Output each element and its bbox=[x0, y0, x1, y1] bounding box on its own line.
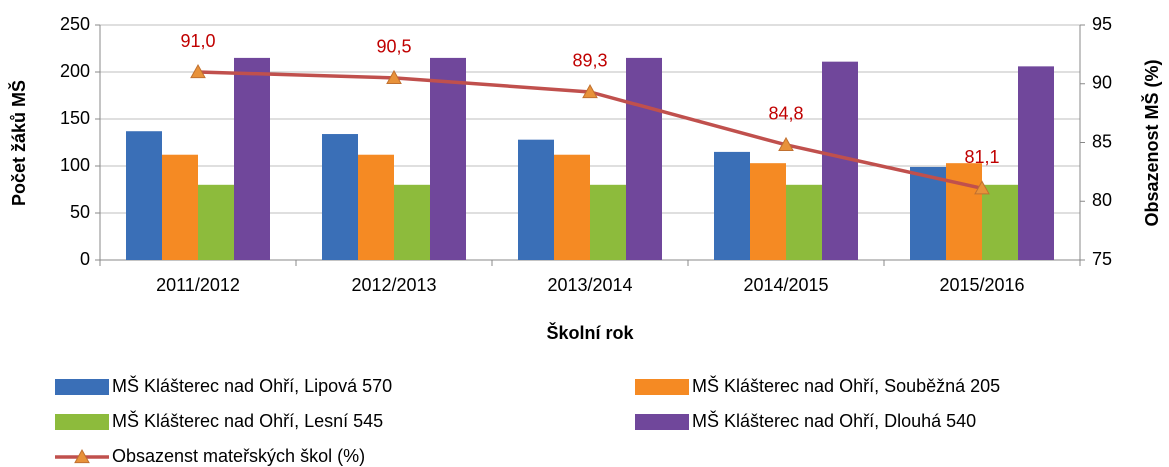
y-tick-label: 200 bbox=[60, 61, 90, 81]
legend-label: Obsazenst mateřských škol (%) bbox=[112, 446, 365, 466]
line-marker bbox=[974, 180, 990, 195]
x-tick-label: 2014/2015 bbox=[743, 275, 828, 295]
y-axis-title: Počet žáků MŠ bbox=[8, 80, 29, 206]
bar bbox=[626, 57, 662, 261]
data-label: 84,8 bbox=[768, 104, 803, 124]
legend-label: MŠ Klášterec nad Ohří, Dlouhá 540 bbox=[692, 410, 976, 431]
y-tick-label: 150 bbox=[60, 108, 90, 128]
bar bbox=[162, 154, 198, 260]
legend-label: MŠ Klášterec nad Ohří, Lesní 545 bbox=[112, 410, 383, 431]
bar bbox=[358, 154, 394, 260]
y2-tick-label: 85 bbox=[1092, 131, 1112, 151]
y-tick-label: 250 bbox=[60, 14, 90, 34]
y2-tick-label: 80 bbox=[1092, 190, 1112, 210]
bar bbox=[910, 166, 946, 260]
line-marker bbox=[386, 69, 402, 84]
y2-tick-label: 75 bbox=[1092, 249, 1112, 269]
bar bbox=[786, 184, 822, 260]
y2-axis-title: Obsazenost MŠ (%) bbox=[1141, 59, 1162, 226]
legend-swatch bbox=[635, 414, 689, 430]
bar bbox=[234, 57, 270, 261]
bar bbox=[590, 184, 626, 260]
line-marker bbox=[778, 136, 794, 151]
bar bbox=[322, 134, 358, 260]
x-tick-label: 2015/2016 bbox=[939, 275, 1024, 295]
data-label: 90,5 bbox=[376, 37, 411, 57]
x-tick-label: 2011/2012 bbox=[156, 275, 240, 295]
data-label: 89,3 bbox=[572, 51, 607, 71]
bar bbox=[518, 139, 554, 260]
legend-label: MŠ Klášterec nad Ohří, Lipová 570 bbox=[112, 375, 392, 396]
legend-label: MŠ Klášterec nad Ohří, Souběžná 205 bbox=[692, 375, 1000, 396]
legend-swatch bbox=[635, 379, 689, 395]
bar bbox=[750, 163, 786, 260]
y2-tick-label: 95 bbox=[1092, 14, 1112, 34]
data-label: 81,1 bbox=[964, 147, 999, 167]
bar bbox=[1018, 66, 1054, 260]
bar bbox=[982, 184, 1018, 260]
bar bbox=[946, 163, 982, 260]
legend-swatch bbox=[55, 414, 109, 430]
line-marker bbox=[190, 63, 206, 79]
bar bbox=[198, 184, 234, 260]
x-axis-title: Školní rok bbox=[546, 322, 634, 343]
legend-marker bbox=[74, 448, 90, 464]
line-marker bbox=[582, 83, 598, 99]
bar bbox=[554, 154, 590, 260]
data-label: 91,0 bbox=[180, 31, 215, 51]
y-tick-label: 50 bbox=[70, 202, 90, 222]
bar bbox=[126, 131, 162, 260]
legend-swatch bbox=[55, 379, 109, 395]
y2-tick-label: 90 bbox=[1092, 73, 1112, 93]
bar bbox=[430, 57, 466, 261]
bar bbox=[714, 151, 750, 260]
y-tick-label: 0 bbox=[80, 249, 90, 269]
x-tick-label: 2012/2013 bbox=[351, 275, 436, 295]
x-tick-label: 2013/2014 bbox=[547, 275, 632, 295]
bar bbox=[394, 184, 430, 260]
y-tick-label: 100 bbox=[60, 155, 90, 175]
